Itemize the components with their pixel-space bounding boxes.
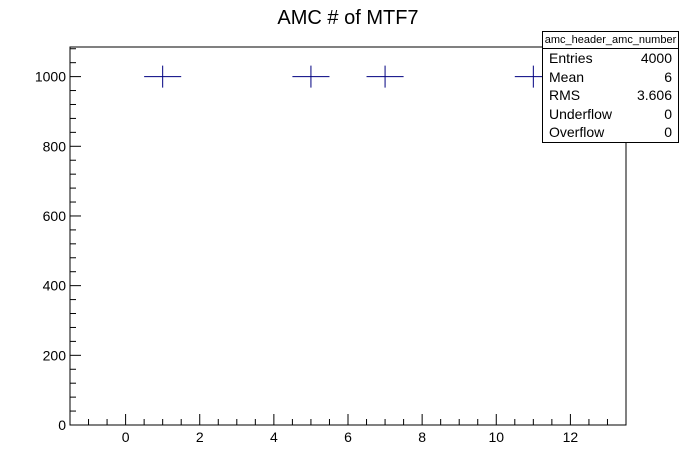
stats-label: RMS — [549, 87, 581, 104]
y-tick-label: 200 — [43, 347, 67, 363]
y-tick-label: 600 — [43, 208, 67, 224]
x-tick-label: 12 — [563, 429, 579, 445]
y-tick-label: 0 — [58, 417, 66, 433]
stats-value: 0 — [664, 105, 672, 122]
stats-value: 0 — [664, 124, 672, 141]
y-tick-label: 800 — [43, 138, 67, 154]
data-markers — [144, 65, 552, 88]
stats-label: Overflow — [549, 124, 605, 141]
stats-row: RMS 3.606 — [543, 86, 678, 105]
x-axis: 0 2 4 6 8 10 12 — [69, 414, 627, 445]
y-tick-label: 400 — [43, 278, 67, 294]
stats-box-title: amc_header_amc_number — [543, 32, 678, 49]
stats-value: 4000 — [640, 50, 672, 66]
stats-row: Entries 4000 — [543, 49, 678, 68]
data-point — [366, 65, 404, 88]
stats-box: amc_header_amc_number Entries 4000 Mean 6 RM… — [542, 31, 679, 143]
stats-label: Entries — [549, 50, 593, 66]
y-axis: 0 200 400 600 800 1000 — [35, 48, 81, 433]
stats-value: 6 — [664, 68, 672, 85]
y-tick-label: 1000 — [35, 69, 66, 85]
stats-label: Underflow — [549, 105, 613, 122]
stats-row: Mean 6 — [543, 68, 678, 87]
stats-row: Underflow 0 — [543, 105, 678, 124]
x-tick-label: 8 — [418, 429, 426, 445]
x-tick-label: 4 — [270, 429, 278, 445]
x-tick-label: 6 — [344, 429, 352, 445]
stats-label: Mean — [549, 68, 585, 85]
x-tick-label: 10 — [488, 429, 504, 445]
chart-title: AMC # of MTF7 — [277, 7, 418, 29]
data-point — [144, 65, 182, 88]
stats-value: 3.606 — [636, 87, 672, 104]
x-tick-label: 2 — [196, 429, 204, 445]
data-point — [292, 65, 330, 88]
x-tick-label: 0 — [122, 429, 130, 445]
stats-row: Overflow 0 — [543, 123, 678, 142]
